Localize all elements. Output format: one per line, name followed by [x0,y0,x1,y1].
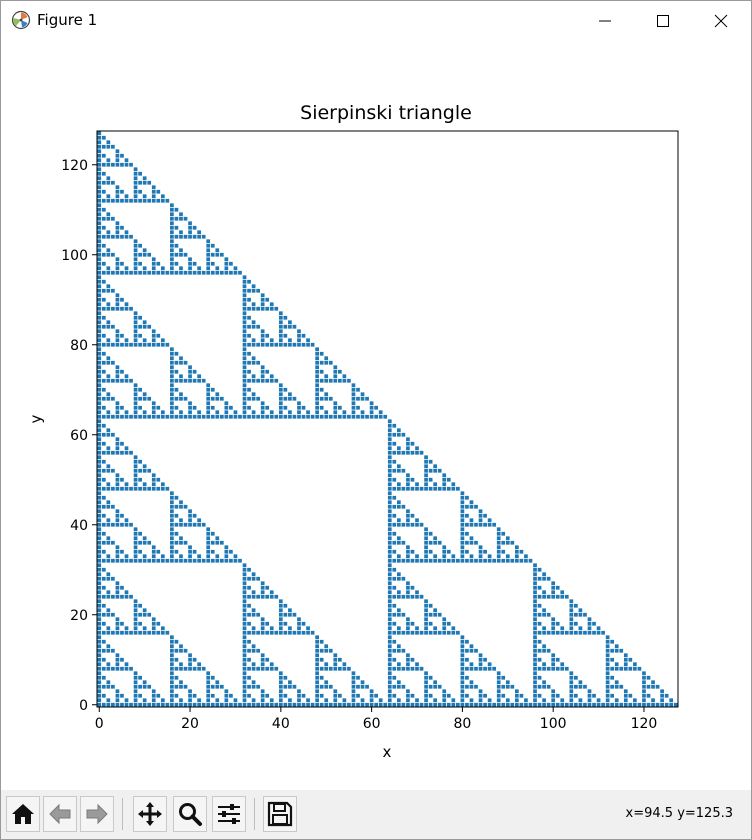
x-tick-label: 60 [363,716,381,732]
home-button[interactable] [6,796,40,832]
minimize-button[interactable] [576,1,634,40]
zoom-icon [179,803,202,826]
y-tick-label: 80 [70,338,88,354]
x-axis-label: x [383,743,392,761]
back-arrow-icon [49,803,71,825]
close-icon [714,14,728,28]
navigation-toolbar: x=94.5 y=125.3 [1,790,751,839]
chart[interactable]: Sierpinski triangle 0 20 40 60 80 100 120 0 20 4… [1,40,751,790]
subplots-button[interactable] [212,796,246,832]
x-tick-label: 20 [181,716,199,732]
toolbar-separator [254,798,255,830]
x-tick-label: 80 [453,716,471,732]
x-tick-label: 40 [272,716,290,732]
save-icon [267,801,293,827]
title-bar[interactable]: Figure 1 [1,1,751,40]
forward-arrow-icon [86,803,108,825]
y-tick-label: 20 [70,608,88,624]
forward-button[interactable] [80,796,114,832]
chart-title: Sierpinski triangle [300,102,472,124]
x-axis-ticks: 0 20 40 60 80 100 120 [95,707,658,732]
minimize-icon [599,20,611,22]
subplots-config-icon [218,804,240,824]
y-tick-label: 0 [79,698,88,714]
x-tick-label: 0 [95,716,104,732]
axes-frame [96,130,679,708]
pan-icon [138,802,162,826]
maximize-button[interactable] [634,1,692,40]
save-button[interactable] [263,796,297,832]
window-title: Figure 1 [37,11,98,29]
x-tick-label: 100 [540,716,567,732]
y-tick-label: 40 [70,518,88,534]
x-tick-label: 120 [631,716,658,732]
y-tick-label: 60 [70,428,88,444]
cursor-coordinates: x=94.5 y=125.3 [625,806,733,821]
y-axis-label: y [27,414,45,423]
y-axis-ticks: 0 20 40 60 80 100 120 [61,158,97,714]
figure-canvas[interactable]: Sierpinski triangle 0 20 40 60 80 100 120 0 20 4… [1,40,751,790]
back-button[interactable] [43,796,77,832]
zoom-button[interactable] [173,796,207,832]
maximize-icon [657,15,669,27]
data-points [97,131,678,707]
matplotlib-app-icon [11,10,31,30]
close-button[interactable] [692,1,750,40]
y-tick-label: 120 [61,158,88,174]
toolbar-separator [122,798,123,830]
pan-button[interactable] [133,796,167,832]
home-icon [12,804,34,824]
y-tick-label: 100 [61,248,88,264]
